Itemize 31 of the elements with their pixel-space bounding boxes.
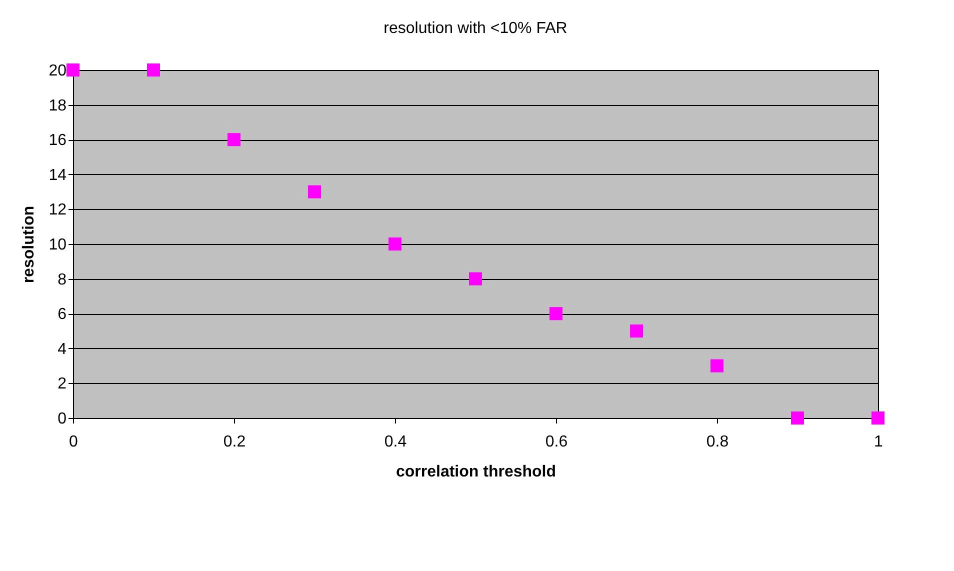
y-tick-label: 0 [58,410,67,428]
point [710,359,724,372]
y-tick-label: 8 [58,271,67,288]
point [227,133,241,146]
y-tick-label: 16 [48,132,67,150]
y-tick-label: 12 [48,202,67,219]
x-tick-label: 0.2 [223,434,246,450]
x-tick-label: 0 [69,434,78,450]
point [630,324,644,338]
y-tick-label: 14 [48,166,67,184]
point [468,272,482,286]
point [308,185,322,198]
point [871,411,885,425]
point [790,411,804,425]
point [66,63,80,77]
point [549,307,563,320]
x-tick-label: 0.4 [384,434,407,450]
y-tick-label: 6 [58,306,67,324]
y-tick-label: 18 [48,97,67,114]
chart-title: resolution with <10% FAR [384,20,568,37]
x-tick-label: 1 [874,434,884,450]
y-tick-label: 10 [48,236,67,254]
y-tick-label: 2 [58,376,67,393]
point [146,63,160,77]
y-axis-title: resolution [20,206,38,284]
point [388,237,402,251]
x-tick-label: 0.6 [545,434,568,450]
y-tick-label: 4 [58,340,67,358]
y-tick-label: 20 [48,62,67,80]
x-tick-label: 0.8 [706,434,729,450]
x-axis-title: correlation threshold [396,464,556,480]
